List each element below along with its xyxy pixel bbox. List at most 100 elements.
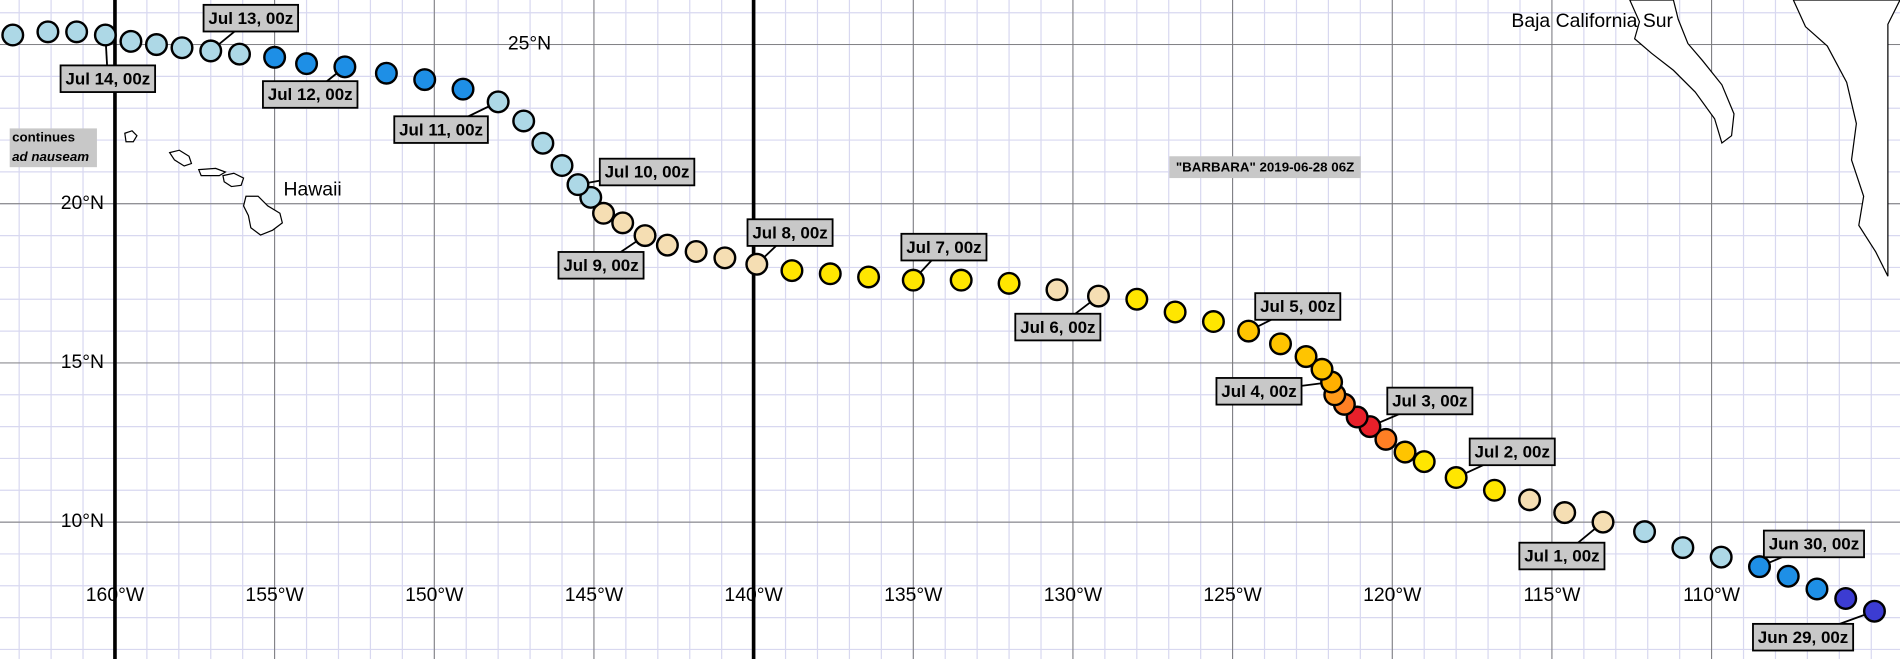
x-tick-label: 120°W xyxy=(1363,584,1422,606)
baja-peninsula xyxy=(1629,0,1735,144)
point-label: Jul 2, 00z xyxy=(1475,443,1550,462)
track-point xyxy=(451,77,475,101)
x-tick-label: 145°W xyxy=(565,584,624,606)
track-point xyxy=(684,239,708,264)
track-point xyxy=(1834,587,1858,611)
point-label: Jul 6, 00z xyxy=(1020,318,1095,337)
point-label: Jul 10, 00z xyxy=(605,163,690,182)
track-point xyxy=(713,246,737,270)
note: ad nauseam xyxy=(12,149,89,164)
track-point xyxy=(1310,357,1334,381)
track-point xyxy=(65,20,89,44)
point-label: Jul 3, 00z xyxy=(1392,392,1467,411)
point-label: Jul 11, 00z xyxy=(399,120,483,139)
track-point xyxy=(1553,501,1577,525)
track-point xyxy=(1237,319,1261,343)
track-point xyxy=(1444,466,1468,490)
track-point xyxy=(1045,278,1069,302)
tick-labels: 160°W 155°W 150°W 145°W 140°W 135°W 130°W 125°W… xyxy=(61,33,1741,606)
track-point xyxy=(1268,332,1293,356)
track-point xyxy=(611,211,635,235)
track-point xyxy=(119,29,143,53)
x-tick-label: 115°W xyxy=(1523,584,1581,606)
track-point xyxy=(413,68,437,92)
track-point xyxy=(263,45,287,69)
track-point xyxy=(566,173,590,197)
track-point xyxy=(1671,536,1695,560)
island xyxy=(168,149,193,167)
track-point xyxy=(333,55,357,79)
track-point xyxy=(1633,520,1657,544)
track-point xyxy=(655,233,679,257)
track-point xyxy=(1709,545,1733,569)
track-point xyxy=(199,39,223,63)
point-labels: Jun 29, 00z Jun 30, 00z Jul 1, 00z Jul 2, 0… xyxy=(59,3,1865,652)
track-point xyxy=(592,201,616,225)
track-point xyxy=(857,265,881,289)
x-tick-label: 160°W xyxy=(86,584,145,606)
track-point xyxy=(1591,510,1615,534)
label-box xyxy=(59,64,157,93)
label-box xyxy=(1254,292,1342,321)
track-point xyxy=(227,42,252,66)
x-tick-label: 150°W xyxy=(405,584,464,606)
track-point xyxy=(745,252,769,276)
track-point xyxy=(997,271,1021,295)
label-box xyxy=(1386,386,1474,416)
track-point xyxy=(1393,440,1417,464)
track-point xyxy=(1862,599,1886,623)
point-label: Jul 13, 00z xyxy=(208,9,293,28)
x-tick-label: 140°W xyxy=(724,584,783,606)
island xyxy=(124,130,138,143)
track-points xyxy=(1,20,1886,623)
track-point xyxy=(1201,310,1225,334)
x-tick-label: 125°W xyxy=(1203,584,1262,606)
label-box xyxy=(557,251,645,280)
label-box xyxy=(1215,377,1303,406)
track-point xyxy=(1125,287,1149,311)
track-point xyxy=(486,90,510,114)
x-tick-label: 130°W xyxy=(1044,584,1103,606)
island xyxy=(242,195,284,236)
track-point xyxy=(1776,564,1800,588)
track-point xyxy=(949,268,973,292)
track-point xyxy=(512,109,536,133)
track-point xyxy=(1412,450,1436,474)
label-box xyxy=(1014,312,1102,342)
track-point xyxy=(1086,284,1110,308)
point-label: Jun 29, 00z xyxy=(1758,628,1848,647)
point-label: Jul 5, 00z xyxy=(1260,297,1335,316)
title-box xyxy=(1169,156,1361,179)
track-point xyxy=(1374,427,1398,451)
track-point xyxy=(295,52,319,76)
track-point xyxy=(550,154,574,178)
y-tick-label: 20°N xyxy=(61,192,104,214)
track-point xyxy=(531,131,555,155)
label-box xyxy=(598,157,696,187)
track-point xyxy=(170,36,194,60)
track-point xyxy=(36,20,60,44)
track-point xyxy=(1294,345,1318,369)
track-point xyxy=(374,61,398,85)
track-point xyxy=(1518,488,1542,512)
track-point xyxy=(1805,577,1829,601)
island xyxy=(197,167,227,177)
track-point xyxy=(1163,300,1187,324)
track-point xyxy=(780,259,804,283)
note: continues xyxy=(12,130,75,145)
place-label: Baja California Sur xyxy=(1511,10,1673,32)
label-box xyxy=(1762,529,1865,559)
y-tick-label: 15°N xyxy=(61,351,104,373)
label-box xyxy=(393,115,489,144)
x-tick-label: 155°W xyxy=(245,584,304,606)
track-point xyxy=(818,262,842,286)
point-label: Jul 9, 00z xyxy=(563,256,638,275)
track-point xyxy=(93,23,117,47)
label-box xyxy=(1468,437,1556,467)
point-label: Jul 14, 00z xyxy=(65,69,150,88)
label-box xyxy=(746,218,834,247)
label-box xyxy=(1752,622,1855,652)
